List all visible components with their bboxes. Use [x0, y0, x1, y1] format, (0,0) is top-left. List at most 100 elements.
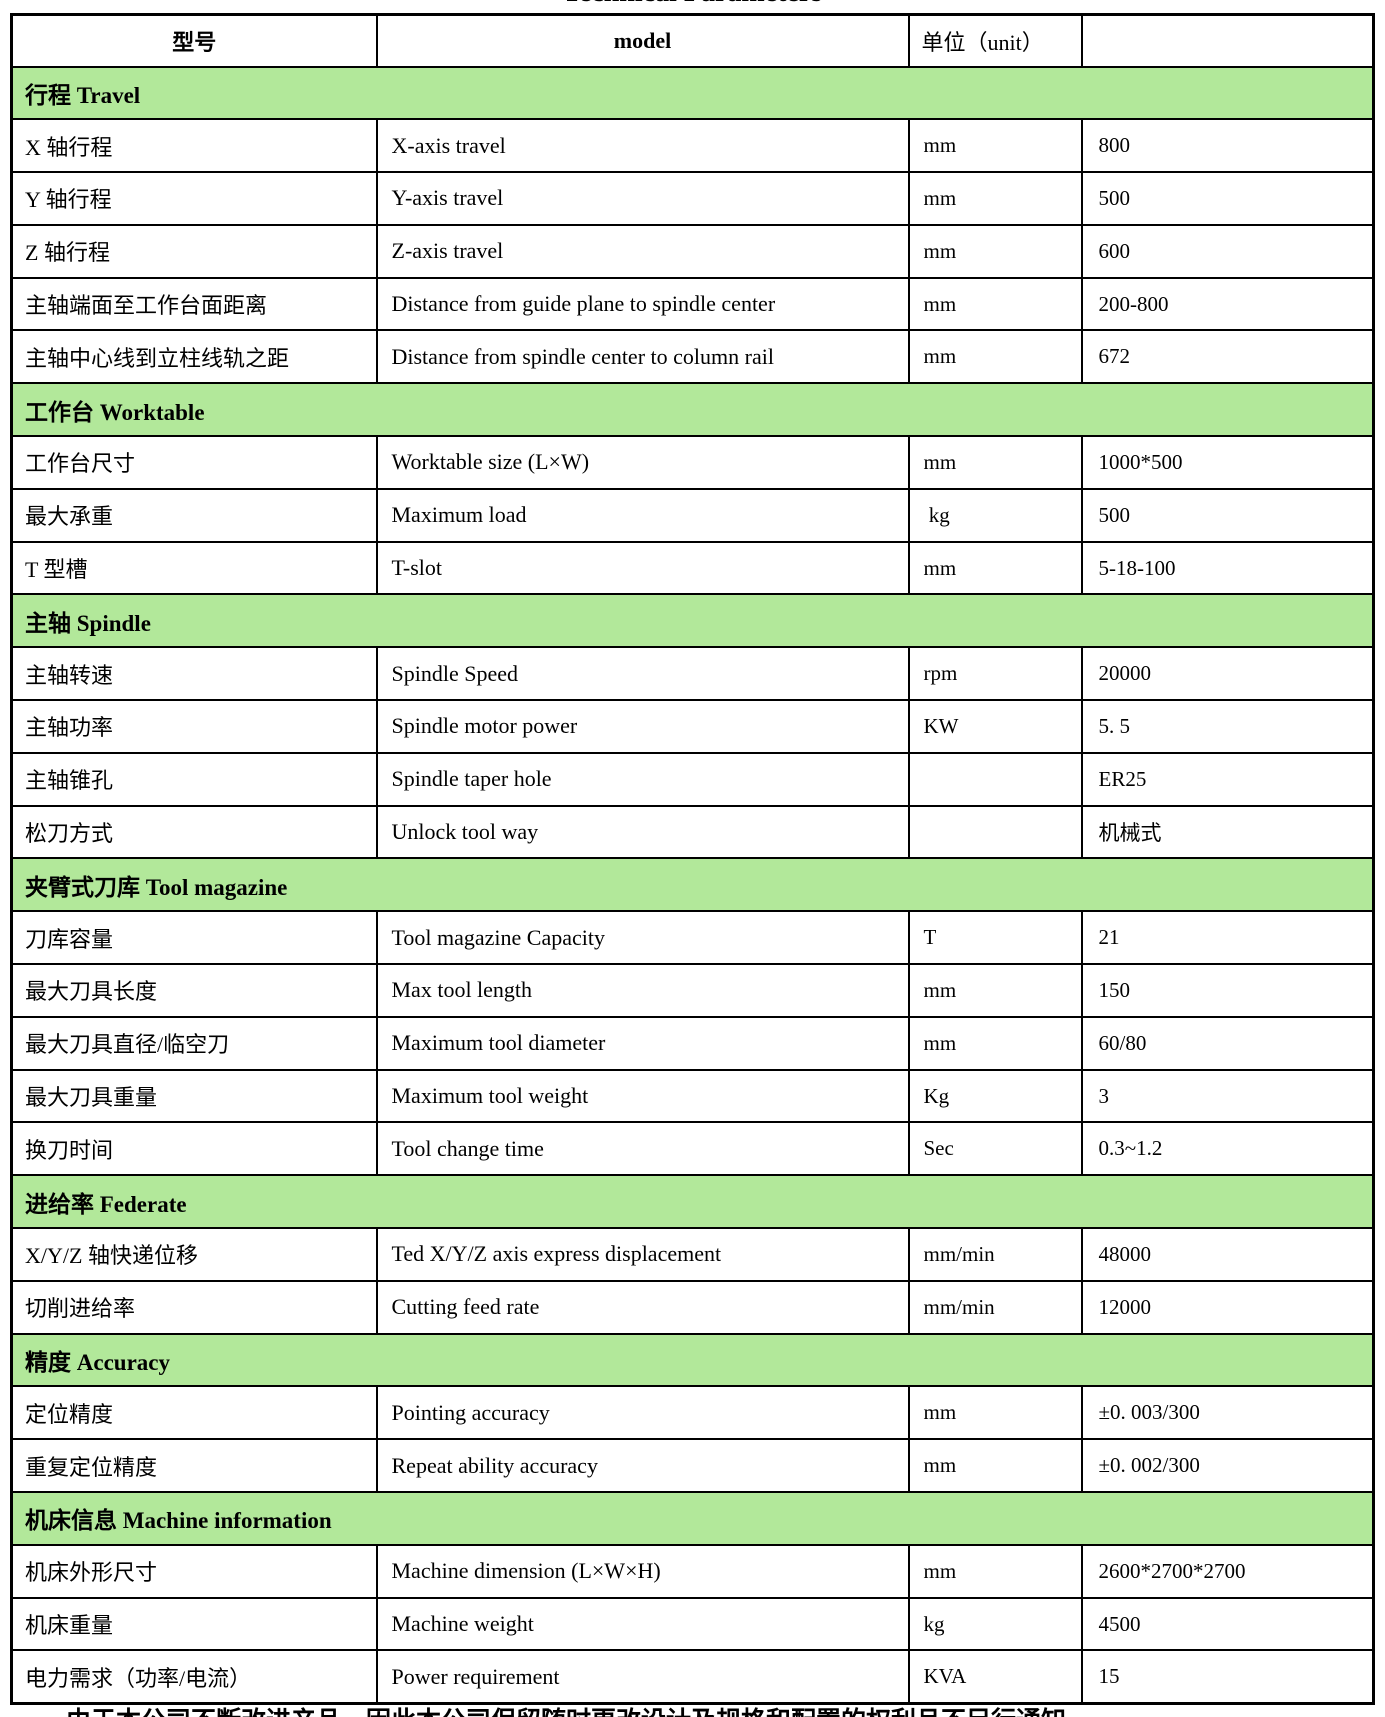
section-header-row: 精度 Accuracy	[10, 1332, 1375, 1388]
value-cell: 800	[1080, 118, 1375, 174]
param-name-en-cell: Tool magazine Capacity	[375, 910, 910, 966]
value-cell: 500	[1080, 171, 1375, 226]
param-name-cn-cell: X/Y/Z 轴快递位移	[10, 1227, 378, 1282]
table-header-row: 型号 model 单位（unit）	[10, 13, 1375, 68]
table-row: 最大刀具重量 Maximum tool weight Kg 3	[10, 1068, 1375, 1124]
value-cell: 机械式	[1080, 804, 1375, 860]
param-name-cn-cell: 主轴中心线到立柱线轨之距	[10, 329, 378, 385]
value-cell: 60/80	[1080, 1015, 1375, 1071]
table-row: 定位精度 Pointing accuracy mm ±0. 003/300	[10, 1385, 1375, 1441]
unit-cell: mm/min	[907, 1279, 1083, 1335]
param-name-en-cell: Y-axis travel	[375, 171, 910, 226]
table-row: 最大刀具长度 Max tool length mm 150	[10, 963, 1375, 1018]
unit-cell: mm	[907, 1543, 1083, 1599]
unit-cell	[907, 804, 1083, 860]
param-name-cn-cell: 定位精度	[10, 1385, 378, 1441]
unit-cell: kg	[907, 1596, 1083, 1652]
param-name-en-cell: Cutting feed rate	[375, 1279, 910, 1335]
param-name-en-cell: Maximum tool weight	[375, 1068, 910, 1124]
param-name-cn-cell: 主轴功率	[10, 699, 378, 754]
param-name-en-cell: Machine dimension (L×W×H)	[375, 1543, 910, 1599]
section-header-row: 主轴 Spindle	[10, 593, 1375, 649]
section-label: 进给率 Federate	[10, 1174, 1375, 1230]
value-cell: 12000	[1080, 1279, 1375, 1335]
value-cell: 15	[1080, 1649, 1375, 1705]
section-label: 精度 Accuracy	[10, 1332, 1375, 1388]
table-row: T 型槽 T-slot mm 5-18-100	[10, 540, 1375, 596]
param-name-en-cell: Maximum load	[375, 487, 910, 543]
unit-cell: mm	[907, 118, 1083, 174]
param-name-cn-cell: T 型槽	[10, 540, 378, 596]
section-header-row: 机床信息 Machine information	[10, 1491, 1375, 1546]
table-row: 切削进给率 Cutting feed rate mm/min 12000	[10, 1279, 1375, 1335]
table-body: 行程 Travel X 轴行程 X-axis travel mm 800 Y 轴行程 Y-a…	[10, 65, 1375, 1705]
table-row: 最大刀具直径/临空刀 Maximum tool diameter mm 60/80	[10, 1015, 1375, 1071]
table-row: 松刀方式 Unlock tool way 机械式	[10, 804, 1375, 860]
section-label: 工作台 Worktable	[10, 382, 1375, 438]
value-cell: 5. 5	[1080, 699, 1375, 754]
unit-cell	[907, 751, 1083, 807]
param-name-cn-cell: 工作台尺寸	[10, 435, 378, 490]
param-name-en-cell: Pointing accuracy	[375, 1385, 910, 1441]
value-cell: ±0. 002/300	[1080, 1438, 1375, 1494]
section-header-row: 工作台 Worktable	[10, 382, 1375, 438]
section-header-row: 进给率 Federate	[10, 1174, 1375, 1230]
param-name-cn-cell: 机床外形尺寸	[10, 1543, 378, 1599]
unit-cell: mm	[907, 171, 1083, 226]
clipped-footer-text: 由于本公司不断改进产品，因此本公司保留随时更改设计及规格和配置的权利且不另行通知	[10, 1701, 1372, 1717]
value-cell: 48000	[1080, 1227, 1375, 1282]
section-label: 机床信息 Machine information	[10, 1491, 1375, 1546]
table-row: 最大承重 Maximum load kg 500	[10, 487, 1375, 543]
unit-cell: mm	[907, 329, 1083, 385]
table-row: 工作台尺寸 Worktable size (L×W) mm 1000*500	[10, 435, 1375, 490]
table-row: Z 轴行程 Z-axis travel mm 600	[10, 223, 1375, 279]
unit-cell: mm	[907, 1385, 1083, 1441]
section-label: 行程 Travel	[10, 65, 1375, 121]
param-name-en-cell: Ted X/Y/Z axis express displacement	[375, 1227, 910, 1282]
unit-cell: mm	[907, 435, 1083, 490]
param-name-en-cell: Repeat ability accuracy	[375, 1438, 910, 1494]
value-cell: 500	[1080, 487, 1375, 543]
section-header-row: 夹臂式刀库 Tool magazine	[10, 857, 1375, 913]
value-cell: 200-800	[1080, 276, 1375, 332]
param-name-en-cell: Spindle Speed	[375, 646, 910, 702]
param-name-cn-cell: 换刀时间	[10, 1121, 378, 1177]
value-cell: ER25	[1080, 751, 1375, 807]
unit-cell: mm	[907, 1438, 1083, 1494]
unit-cell: T	[907, 910, 1083, 966]
param-name-cn-cell: 最大刀具长度	[10, 963, 378, 1018]
param-name-cn-cell: Y 轴行程	[10, 171, 378, 226]
param-name-en-cell: Worktable size (L×W)	[375, 435, 910, 490]
param-name-cn-cell: 主轴锥孔	[10, 751, 378, 807]
page-title: Technical Parameters	[0, 0, 1385, 8]
unit-cell: mm	[907, 540, 1083, 596]
param-name-en-cell: Max tool length	[375, 963, 910, 1018]
param-name-en-cell: Z-axis travel	[375, 223, 910, 279]
unit-cell: KVA	[907, 1649, 1083, 1705]
value-cell: 600	[1080, 223, 1375, 279]
param-name-cn-cell: X 轴行程	[10, 118, 378, 174]
param-name-cn-cell: 最大刀具重量	[10, 1068, 378, 1124]
unit-cell: mm	[907, 963, 1083, 1018]
table-row: X/Y/Z 轴快递位移 Ted X/Y/Z axis express displa…	[10, 1227, 1375, 1282]
value-cell: 1000*500	[1080, 435, 1375, 490]
value-cell: 21	[1080, 910, 1375, 966]
param-name-en-cell: Maximum tool diameter	[375, 1015, 910, 1071]
param-name-en-cell: Power requirement	[375, 1649, 910, 1705]
table-row: 重复定位精度 Repeat ability accuracy mm ±0. 002/3…	[10, 1438, 1375, 1494]
param-name-en-cell: Distance from guide plane to spindle cen…	[375, 276, 910, 332]
table-row: 主轴中心线到立柱线轨之距 Distance from spindle center…	[10, 329, 1375, 385]
unit-cell: mm	[907, 1015, 1083, 1071]
table-row: 主轴锥孔 Spindle taper hole ER25	[10, 751, 1375, 807]
param-name-en-cell: Tool change time	[375, 1121, 910, 1177]
table-row: X 轴行程 X-axis travel mm 800	[10, 118, 1375, 174]
param-name-cn-cell: 主轴端面至工作台面距离	[10, 276, 378, 332]
table-row: 机床外形尺寸 Machine dimension (L×W×H) mm 2600*27…	[10, 1543, 1375, 1599]
param-name-en-cell: Spindle motor power	[375, 699, 910, 754]
param-name-cn-cell: 重复定位精度	[10, 1438, 378, 1494]
param-name-cn-cell: 主轴转速	[10, 646, 378, 702]
param-name-cn-cell: 切削进给率	[10, 1279, 378, 1335]
technical-parameters-table: 型号 model 单位（unit） 行程 Travel X 轴行程 X-axis t…	[10, 13, 1375, 1705]
param-name-en-cell: Distance from spindle center to column r…	[375, 329, 910, 385]
